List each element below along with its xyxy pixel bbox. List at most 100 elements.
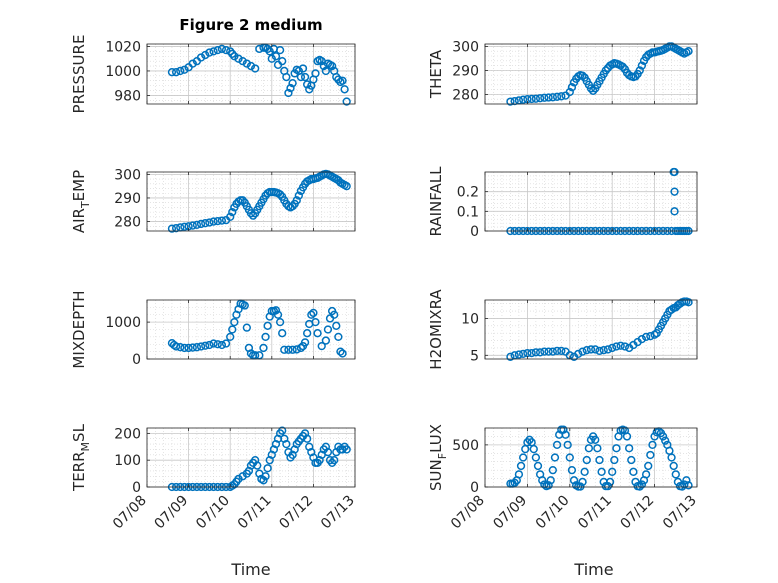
data-point [567,83,577,92]
data-point [584,444,594,453]
y-tick-label: 1020 [105,39,141,55]
data-point [576,482,585,491]
data-point [303,80,312,89]
data-point [321,66,331,76]
data-point [196,342,206,351]
data-point [230,317,239,327]
data-point [559,425,568,434]
data-point [280,345,289,354]
data-point [248,211,258,220]
data-point [296,343,306,353]
data-point [180,222,189,231]
data-point [332,321,341,330]
data-point [205,340,214,350]
data-point [540,93,549,102]
data-point [298,64,308,73]
data-point [323,325,333,334]
data-point [342,97,351,106]
data-point [259,476,268,485]
y-tick-label: 0.2 [457,185,479,201]
data-point [238,196,247,205]
data-point [667,453,676,462]
data-point [240,301,249,310]
data-point [531,348,541,357]
data-point [622,432,632,441]
data-point [612,444,621,453]
data-point [563,440,572,450]
data-point [684,298,693,307]
data-point [569,476,579,485]
data-point [544,481,553,490]
data-point [321,336,331,345]
y-tick-label: 1000 [105,315,141,331]
data-point [334,332,343,342]
data-point [275,45,285,55]
data-point [180,343,189,353]
data-point [228,207,237,217]
y-tick-label: 500 [452,438,479,454]
data-point [213,216,222,226]
y-tick-label: 1000 [105,64,141,80]
data-point [311,69,320,78]
y-tick-label: 5 [470,348,479,364]
data-point [201,341,210,350]
data-point [213,45,222,55]
data-point [552,440,562,450]
data-point [531,453,541,462]
data-point [278,426,287,435]
data-point [578,347,587,356]
data-point [637,480,647,489]
y-axis-label: SUNFLUX [427,424,449,491]
data-point [205,48,214,57]
data-point [221,45,231,55]
y-tick-label: 0 [132,480,141,496]
data-point [201,50,210,60]
data-point [288,202,297,211]
y-tick-label: 10 [461,311,479,327]
subplot-1: 980 1000 1020 PRESSURE [70,35,356,114]
data-point [535,94,545,103]
data-point [625,444,634,453]
y-axis-label: AIRTEMP [70,170,92,233]
data-point [253,461,262,470]
data-point [342,445,351,454]
data-point [234,54,243,63]
data-point [519,349,528,358]
data-point [548,93,557,102]
data-point [637,334,647,344]
data-point [292,345,301,354]
data-point [284,345,293,354]
data-point [627,455,636,465]
data-point [684,481,693,490]
data-point [201,219,210,228]
data-point [544,347,553,356]
data-point [608,467,617,476]
data-point [221,339,231,348]
data-point [278,329,287,338]
data-point [646,450,655,460]
y-axis-label: TERRMSL [70,423,92,492]
y-tick-label: 200 [114,426,141,442]
data-point [593,444,602,453]
data-point [595,455,604,465]
data-point [330,456,339,465]
data-point [311,317,320,327]
data-point [603,482,613,491]
data-point [516,461,526,471]
y-axis-label: PRESSURE [70,35,88,114]
subplot-4: 0 0.1 0.2 RAINFALL [427,166,698,240]
data-point [259,343,268,353]
y-tick-label: 0.1 [457,204,479,220]
data-point [228,325,237,334]
data-point [288,79,297,88]
subplot-2: 280 290 300 THETA [427,39,698,106]
data-point [265,47,274,56]
data-point [251,64,260,73]
data-point [338,76,347,85]
data-point [282,439,291,449]
data-point [533,461,543,471]
data-point [188,59,197,68]
axes-box [146,427,356,488]
data-point [591,435,600,444]
data-point [635,482,644,491]
